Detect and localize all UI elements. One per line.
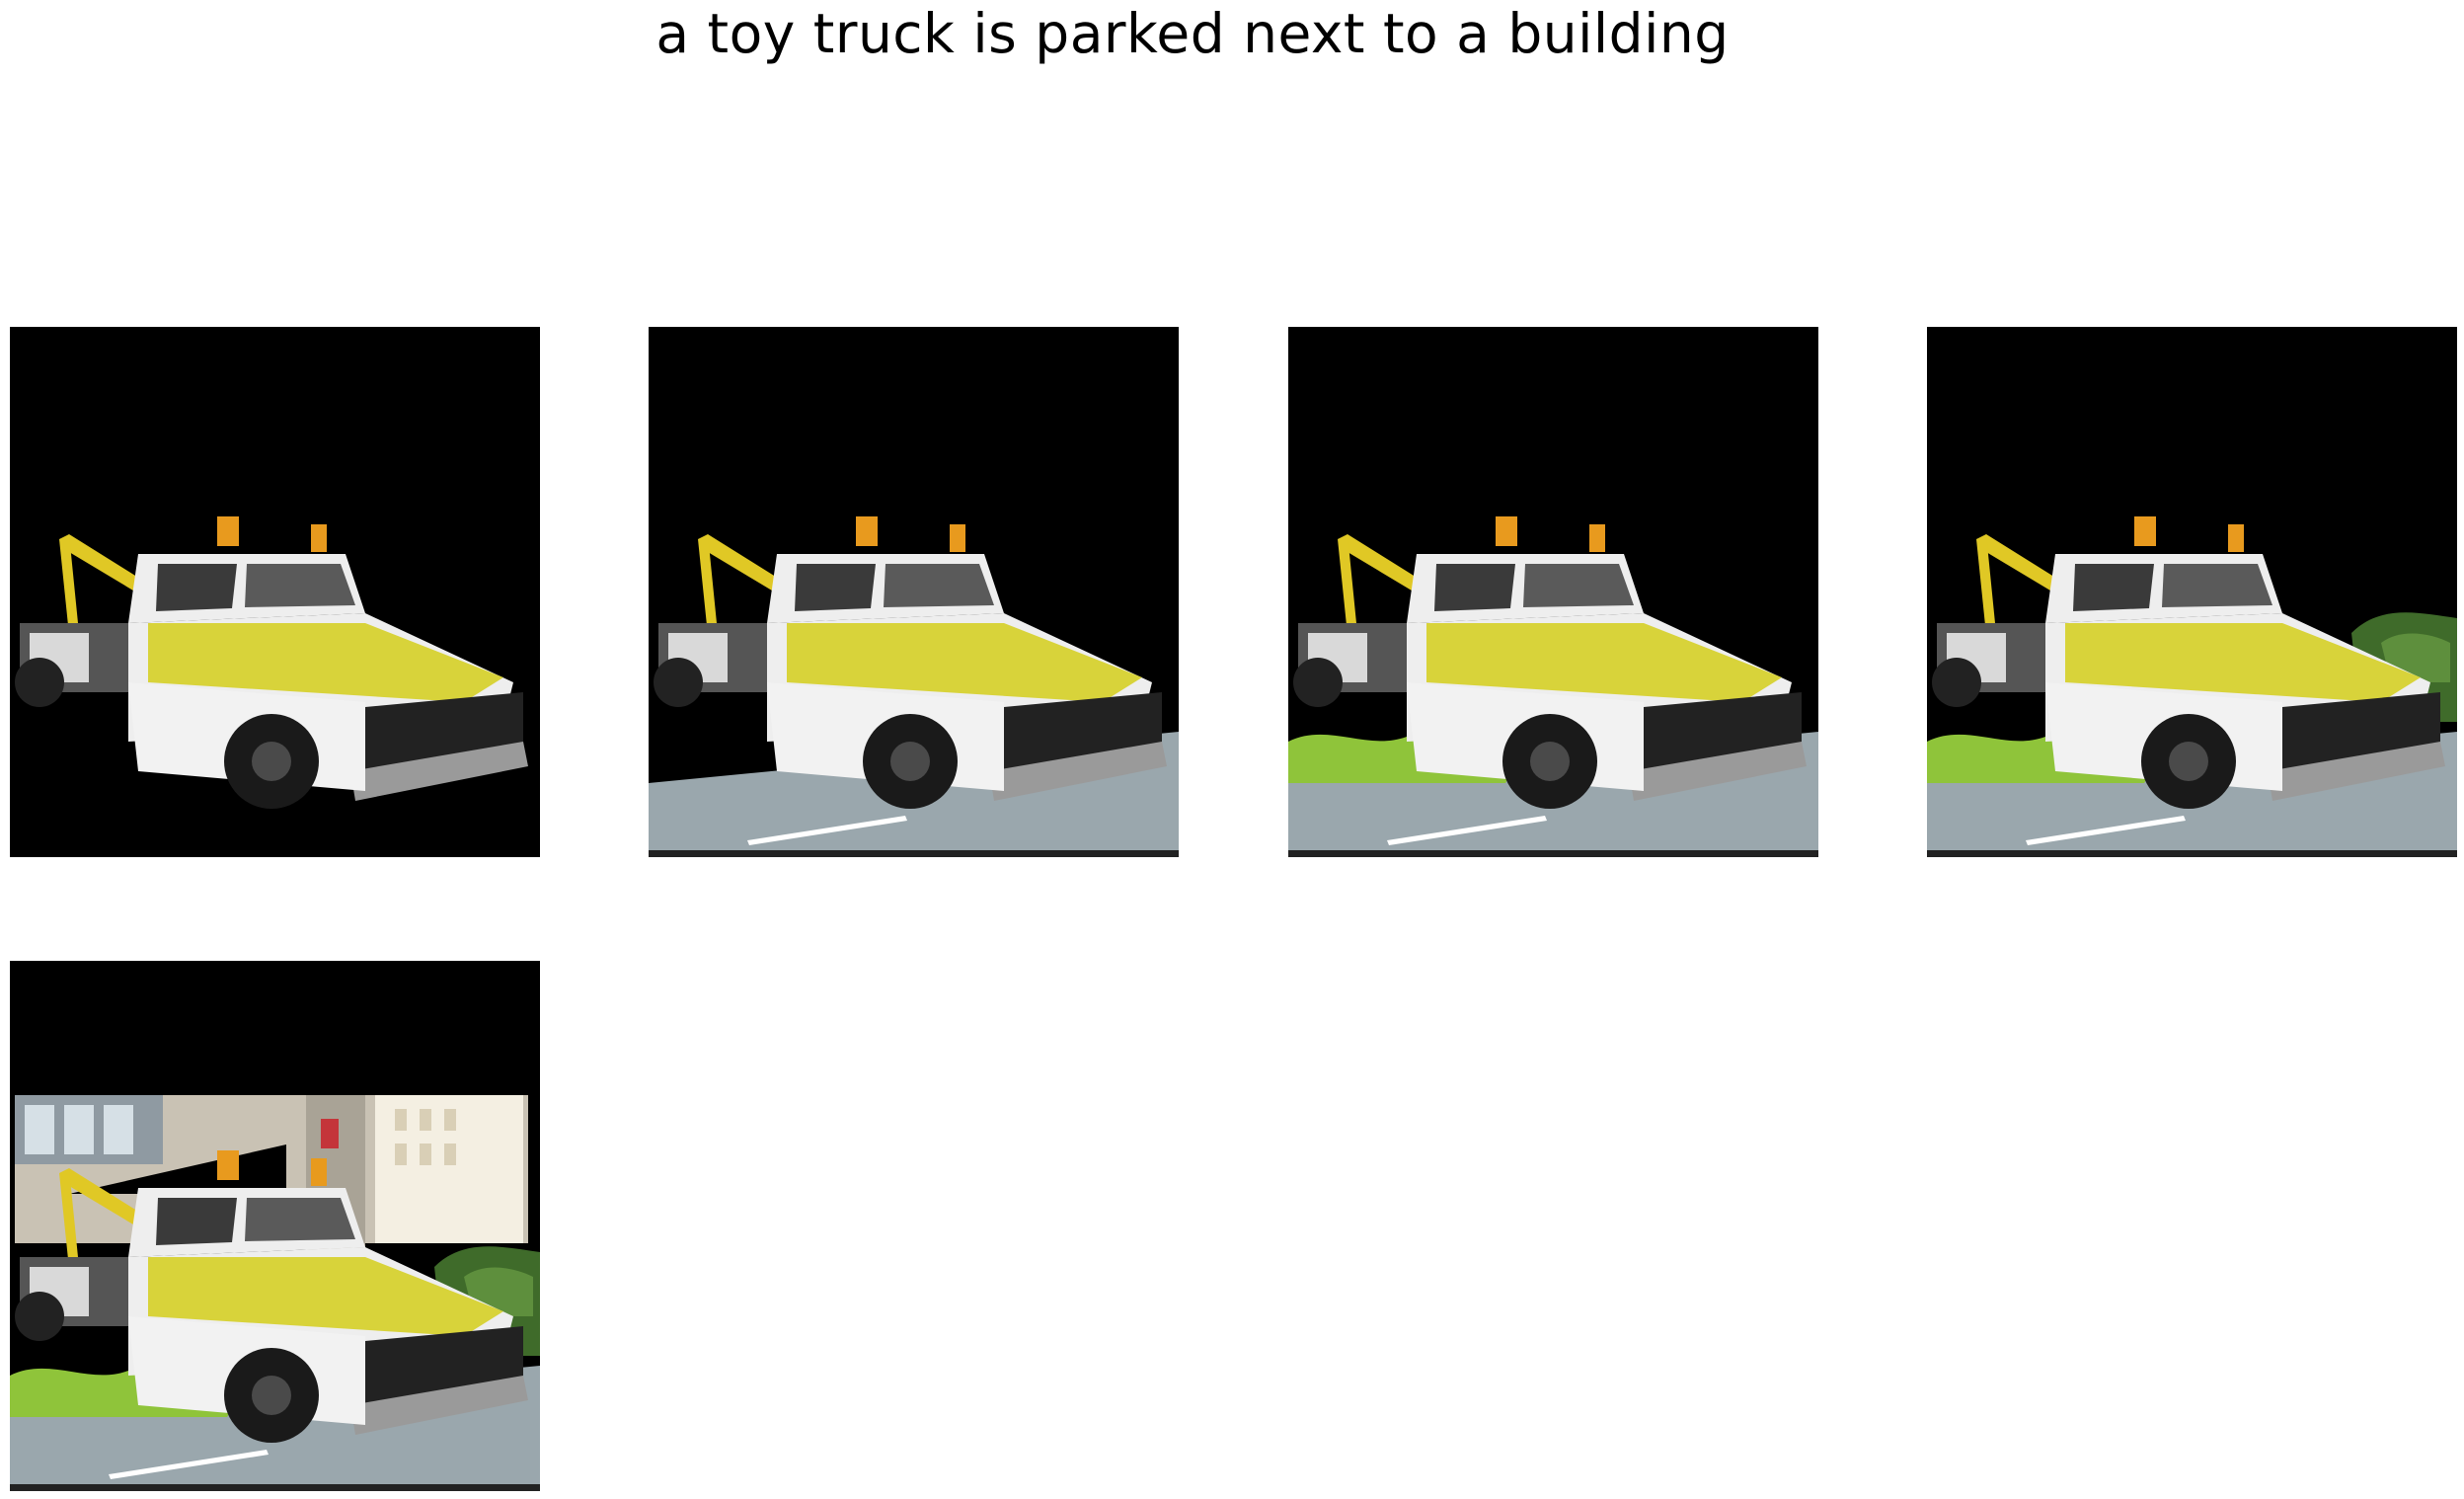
tow-truck bbox=[654, 516, 1167, 809]
figure-title: a toy truck is parked next to a building bbox=[655, 2, 1730, 65]
image-panel-4 bbox=[1927, 327, 2457, 857]
image-panel-5 bbox=[10, 961, 540, 1491]
image-panel-1 bbox=[10, 327, 540, 857]
image-panel-2 bbox=[649, 327, 1179, 857]
tow-truck bbox=[15, 1150, 528, 1443]
tow-truck bbox=[15, 516, 528, 809]
tow-truck bbox=[1932, 516, 2445, 809]
tow-truck bbox=[1293, 516, 1807, 809]
image-panel-3 bbox=[1288, 327, 1818, 857]
